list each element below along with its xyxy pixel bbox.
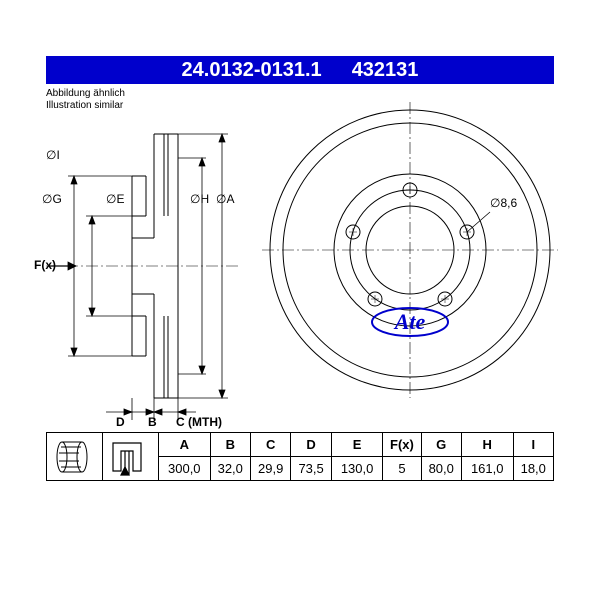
- caption-line-en: Illustration similar: [46, 100, 125, 112]
- label-diam-A: ∅A: [216, 192, 234, 206]
- brand-logo: Ate: [370, 304, 450, 340]
- front-view-drawing: [262, 102, 558, 398]
- part-number-primary: 24.0132-0131.1: [182, 59, 322, 82]
- brand-logo-icon: Ate: [370, 304, 450, 340]
- val-C: 29,9: [250, 457, 290, 481]
- label-hole-diameter: ∅8,6: [490, 196, 517, 210]
- caption-similar: Abbildung ähnlich Illustration similar: [46, 88, 125, 112]
- drawing-canvas: 24.0132-0131.1 432131 Abbildung ähnlich …: [0, 0, 600, 600]
- val-B: 32,0: [210, 457, 250, 481]
- col-Fx: F(x): [383, 433, 421, 457]
- col-I: I: [513, 433, 554, 457]
- caliper-icon: [103, 437, 153, 477]
- part-number-secondary: 432131: [352, 59, 419, 82]
- col-H: H: [461, 433, 513, 457]
- val-A: 300,0: [159, 457, 211, 481]
- label-diam-G: ∅G: [42, 192, 62, 206]
- col-G: G: [421, 433, 461, 457]
- label-D: D: [116, 415, 125, 429]
- val-H: 161,0: [461, 457, 513, 481]
- vent-disc-icon: [47, 437, 97, 477]
- val-I: 18,0: [513, 457, 554, 481]
- title-bar: 24.0132-0131.1 432131: [46, 56, 554, 84]
- label-C-MTH: C (MTH): [176, 415, 222, 429]
- val-G: 80,0: [421, 457, 461, 481]
- col-C: C: [250, 433, 290, 457]
- col-E: E: [331, 433, 383, 457]
- label-diam-E: ∅E: [106, 192, 124, 206]
- label-Fx: F(x): [34, 258, 56, 272]
- svg-text:Ate: Ate: [393, 309, 426, 334]
- val-E: 130,0: [331, 457, 383, 481]
- vent-disc-icon-cell: [47, 433, 103, 481]
- label-diam-I: ∅I: [46, 148, 60, 162]
- col-A: A: [159, 433, 211, 457]
- label-diam-H: ∅H: [190, 192, 209, 206]
- val-D: 73,5: [291, 457, 331, 481]
- label-B: B: [148, 415, 157, 429]
- col-B: B: [210, 433, 250, 457]
- caption-line-de: Abbildung ähnlich: [46, 88, 125, 100]
- caliper-icon-cell: [103, 433, 159, 481]
- val-Fx: 5: [383, 457, 421, 481]
- side-view-drawing: [46, 116, 246, 426]
- col-D: D: [291, 433, 331, 457]
- spec-table: A B C D E F(x) G H I 300,0 32,0 29,9 73,…: [46, 432, 554, 481]
- spec-table-header-row: A B C D E F(x) G H I: [47, 433, 554, 457]
